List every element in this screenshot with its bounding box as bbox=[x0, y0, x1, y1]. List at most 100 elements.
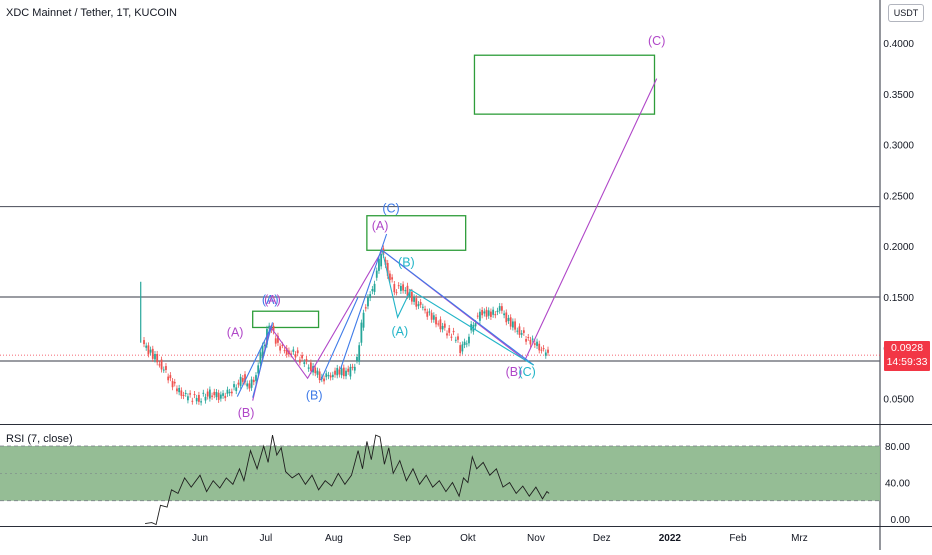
price-candle bbox=[351, 366, 354, 368]
wave-line-blue bbox=[236, 324, 273, 397]
price-candle bbox=[465, 343, 468, 345]
time-tick-label: Aug bbox=[325, 533, 343, 544]
price-candle bbox=[244, 374, 246, 383]
price-candle bbox=[400, 286, 402, 291]
price-candle bbox=[195, 397, 198, 402]
price-candle bbox=[301, 355, 303, 359]
price-candle bbox=[362, 312, 365, 328]
price-candle bbox=[375, 270, 378, 278]
price-candle bbox=[204, 396, 207, 401]
rsi-label: RSI (7, close) bbox=[6, 433, 73, 445]
price-candle bbox=[505, 312, 508, 323]
price-candle bbox=[173, 381, 176, 384]
price-candle bbox=[463, 341, 466, 346]
price-candle bbox=[389, 273, 391, 281]
price-candle bbox=[430, 312, 433, 320]
price-candle bbox=[184, 392, 187, 394]
price-candle bbox=[296, 350, 299, 354]
price-candle bbox=[474, 323, 477, 327]
price-candle bbox=[206, 391, 209, 397]
price-candle bbox=[373, 283, 376, 292]
target-box bbox=[473, 54, 656, 115]
price-candle bbox=[283, 350, 286, 352]
price-candle bbox=[224, 395, 227, 399]
price-candle bbox=[331, 374, 334, 378]
price-tick-label: 0.3000 bbox=[883, 141, 914, 152]
price-candle bbox=[380, 254, 383, 267]
price-candle bbox=[395, 292, 398, 294]
price-candle bbox=[211, 395, 213, 397]
price-candle bbox=[255, 375, 257, 381]
rsi-tick-label: 80.00 bbox=[885, 442, 910, 453]
price-candle bbox=[257, 365, 260, 374]
price-candle bbox=[404, 290, 407, 292]
price-candle bbox=[498, 306, 501, 311]
price-candle bbox=[509, 317, 512, 327]
price-candle bbox=[421, 306, 424, 308]
price-candle bbox=[428, 311, 431, 313]
price-candle bbox=[307, 367, 310, 369]
price-candle bbox=[219, 394, 222, 399]
price-candle bbox=[443, 323, 446, 328]
price-candle bbox=[364, 307, 367, 309]
price-candle bbox=[217, 392, 220, 400]
price-candle bbox=[476, 315, 479, 317]
price-candle bbox=[149, 349, 152, 353]
price-tick-label: 0.2000 bbox=[883, 242, 914, 253]
price-candle bbox=[270, 328, 273, 330]
price-candle bbox=[292, 349, 295, 352]
price-candle bbox=[272, 325, 275, 332]
price-candle bbox=[274, 338, 277, 344]
currency-button[interactable]: USDT bbox=[888, 4, 924, 22]
price-candle bbox=[360, 322, 363, 343]
price-candle bbox=[441, 325, 444, 330]
price-candle bbox=[507, 317, 510, 322]
price-candle bbox=[533, 343, 536, 345]
price-candle bbox=[419, 301, 422, 305]
time-tick-label: Sep bbox=[393, 533, 411, 544]
price-candle bbox=[226, 389, 229, 394]
price-candle bbox=[371, 288, 374, 292]
price-candle bbox=[410, 291, 413, 302]
price-candle bbox=[334, 370, 336, 375]
price-candle bbox=[323, 378, 325, 382]
price-candle bbox=[248, 383, 251, 389]
price-candle bbox=[154, 354, 156, 360]
price-candle bbox=[468, 336, 470, 344]
price-candle bbox=[496, 310, 499, 313]
wave-label: (B) bbox=[506, 365, 523, 379]
price-tick-label: 0.2500 bbox=[883, 191, 914, 202]
price-candle bbox=[213, 391, 216, 396]
wave-line-blue bbox=[381, 249, 535, 366]
wave-label: (A) bbox=[262, 293, 279, 307]
price-candle bbox=[182, 394, 185, 397]
price-candle bbox=[522, 330, 525, 333]
price-candle bbox=[542, 348, 545, 350]
price-candle bbox=[167, 376, 170, 381]
price-candle bbox=[527, 337, 530, 339]
wave-label: (A) bbox=[264, 293, 281, 307]
price-candle bbox=[230, 391, 233, 394]
price-candle bbox=[544, 352, 547, 356]
price-candle bbox=[525, 339, 527, 342]
price-candle bbox=[336, 367, 339, 376]
target-box bbox=[252, 310, 320, 329]
price-candle bbox=[481, 309, 484, 316]
wave-label: (B) bbox=[238, 406, 255, 420]
price-candle bbox=[356, 356, 358, 361]
price-candle bbox=[235, 387, 238, 392]
candle-countdown: 14:59:33 bbox=[886, 356, 928, 368]
price-candle bbox=[147, 345, 150, 355]
wave-line-blue bbox=[339, 233, 388, 370]
price-candle bbox=[316, 370, 319, 375]
wave-label: (C) bbox=[382, 202, 399, 216]
price-candle bbox=[156, 353, 159, 363]
price-candle bbox=[367, 297, 369, 307]
price-candle bbox=[415, 298, 418, 307]
price-candle bbox=[439, 319, 442, 330]
price-candle bbox=[151, 348, 154, 359]
price-candle bbox=[448, 328, 451, 333]
price-candle bbox=[277, 335, 279, 343]
